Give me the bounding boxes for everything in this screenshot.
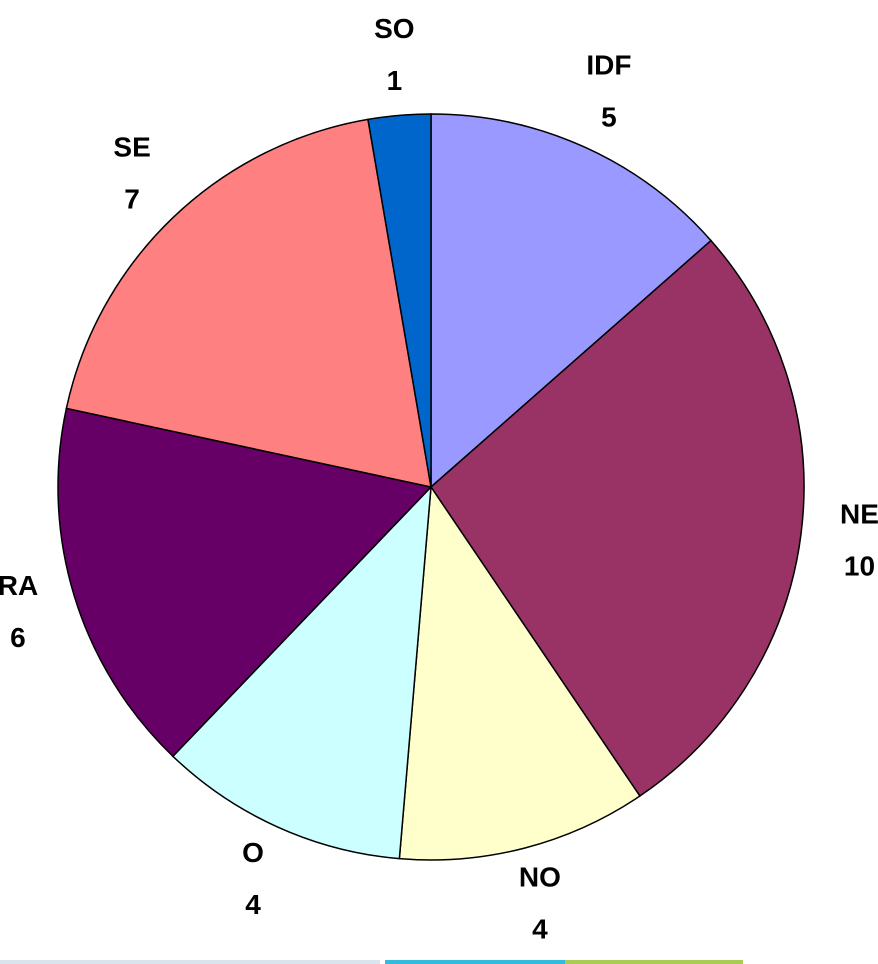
pie-slice (367, 113, 432, 488)
slice-value: 5 (601, 102, 617, 133)
slice-value: 4 (245, 889, 261, 920)
footer-bar (385, 960, 565, 964)
footer-bar (0, 960, 380, 964)
slice-value: 1 (387, 65, 403, 96)
slice-label: SO (374, 13, 414, 44)
pie-slice (430, 113, 713, 489)
slice-label: O (242, 837, 264, 868)
pie-slice (65, 118, 432, 488)
slice-label: SE (113, 132, 150, 163)
slice-label: NO (519, 861, 561, 892)
pie (57, 113, 805, 861)
slice-value: 10 (844, 550, 875, 581)
slice-label: IDF (586, 50, 631, 81)
slice-value: 6 (10, 622, 26, 653)
pie-slice (398, 484, 641, 861)
slice-label: NE (840, 498, 878, 529)
labels: IDF 5 NE 10 NO 4 O 4 RA 6 SE 7 SO 1 (0, 13, 878, 945)
slice-value: 7 (124, 184, 140, 215)
pie-slice (430, 239, 805, 798)
pie-slice (171, 484, 432, 860)
slice-label: RA (0, 570, 38, 601)
pie-slice (57, 407, 433, 758)
footer-bar (565, 960, 743, 964)
slice-value: 4 (532, 913, 548, 944)
